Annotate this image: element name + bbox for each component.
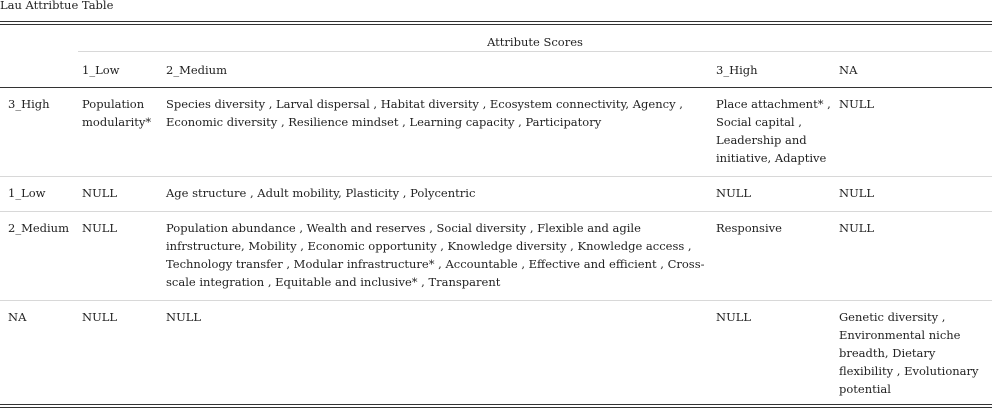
cell-medium: Age structure , Adult mobility, Plastici… [166,186,476,200]
cell-na: NULL [839,97,875,111]
row-label: NA [8,310,27,324]
cell-medium: Species diversity , Larval dispersal , H… [166,97,683,129]
spanner-header: Attribute Scores [487,35,583,49]
column-header-low: 1_Low [82,63,120,77]
cell-low: NULL [82,221,118,235]
cell-high: Responsive [716,221,782,235]
cell-high: NULL [716,310,752,324]
cell-medium: Population abundance , Wealth and reserv… [166,221,705,289]
row-divider [0,211,992,212]
column-header-medium: 2_Medium [166,63,227,77]
row-divider [0,176,992,177]
cell-na: Genetic diversity , Environmental niche … [839,310,979,396]
top-rule-double [0,24,992,25]
cell-low: Population modularity* [82,97,152,129]
cell-high: NULL [716,186,752,200]
cell-na: NULL [839,186,875,200]
top-rule [0,21,992,22]
header-rule [0,87,992,88]
column-header-high: 3_High [716,63,758,77]
cell-medium: NULL [166,310,202,324]
row-label: 3_High [8,97,50,111]
cell-low: NULL [82,310,118,324]
row-divider [0,300,992,301]
spanner-underline [78,51,992,52]
table-caption: Lau Attribtue Table [0,0,114,12]
cell-high: Place attachment* , Social capital , Lea… [716,97,831,165]
cell-low: NULL [82,186,118,200]
bottom-rule-double [0,407,992,408]
column-header-na: NA [839,63,858,77]
row-label: 1_Low [8,186,46,200]
bottom-rule [0,404,992,405]
row-label: 2_Medium [8,221,69,235]
cell-na: NULL [839,221,875,235]
